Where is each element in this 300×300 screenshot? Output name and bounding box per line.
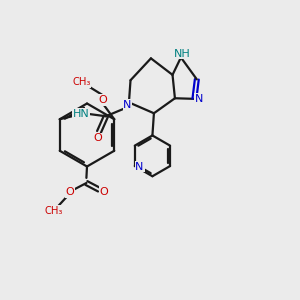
Text: O: O <box>65 187 74 197</box>
Text: CH₃: CH₃ <box>45 206 63 216</box>
Text: N: N <box>123 100 132 110</box>
Text: O: O <box>98 95 107 105</box>
Text: O: O <box>99 187 108 197</box>
Text: HN: HN <box>73 109 90 119</box>
Text: N: N <box>194 94 203 104</box>
Text: N: N <box>135 162 144 172</box>
Text: CH₃: CH₃ <box>72 77 91 87</box>
Text: NH: NH <box>174 49 191 58</box>
Text: O: O <box>93 134 102 143</box>
